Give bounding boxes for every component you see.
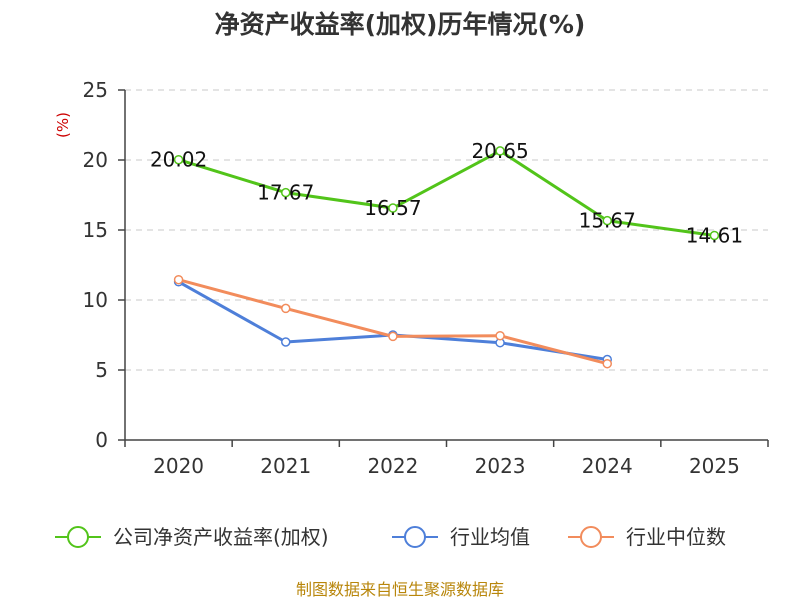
data-point[interactable] <box>709 230 720 241</box>
data-point[interactable] <box>602 215 612 226</box>
y-tick-label: 20 <box>83 148 108 172</box>
y-tick-label: 5 <box>95 358 108 382</box>
data-point[interactable] <box>602 358 612 369</box>
y-axis-label: (%) <box>54 112 72 138</box>
data-point[interactable] <box>388 331 398 342</box>
data-label: 15.67 <box>579 209 636 233</box>
y-tick-label: 0 <box>95 428 108 452</box>
legend-item-0[interactable]: 公司净资产收益率(加权) <box>55 525 329 549</box>
data-label: 20.02 <box>150 148 207 172</box>
legend-item-1[interactable]: 行业均值 <box>392 525 530 549</box>
legend-marker <box>404 526 426 548</box>
legend-label: 行业均值 <box>450 525 530 549</box>
data-point[interactable] <box>173 274 184 285</box>
data-label: 14.61 <box>686 223 743 247</box>
data-point[interactable] <box>495 330 505 341</box>
data-point[interactable] <box>173 154 184 165</box>
chart-title: 净资产收益率(加权)历年情况(%) <box>215 10 586 39</box>
series-line-2 <box>178 278 608 366</box>
x-tick-label: 2020 <box>153 454 204 478</box>
x-tick-label: 2025 <box>689 454 740 478</box>
legend-item-2[interactable]: 行业中位数 <box>568 525 726 549</box>
data-label: 16.57 <box>364 196 421 220</box>
x-tick-label: 2023 <box>475 454 526 478</box>
data-label: 17.67 <box>257 181 314 205</box>
x-tick-label: 2022 <box>367 454 418 478</box>
source-note: 制图数据来自恒生聚源数据库 <box>296 580 504 599</box>
legend-marker <box>67 526 89 548</box>
series-line-0 <box>178 149 715 237</box>
data-point[interactable] <box>388 203 398 213</box>
x-tick-label: 2021 <box>260 454 311 478</box>
data-point[interactable] <box>281 337 291 347</box>
legend-marker <box>580 526 602 548</box>
data-point[interactable] <box>281 187 291 198</box>
legend-label: 行业中位数 <box>626 525 726 549</box>
data-label: 20.65 <box>471 139 528 163</box>
y-tick-label: 15 <box>83 218 108 242</box>
data-point[interactable] <box>495 146 505 156</box>
legend-label: 公司净资产收益率(加权) <box>113 525 329 549</box>
y-tick-label: 10 <box>83 288 108 312</box>
y-tick-label: 25 <box>83 78 108 102</box>
data-point[interactable] <box>281 303 291 314</box>
x-tick-label: 2024 <box>582 454 633 478</box>
